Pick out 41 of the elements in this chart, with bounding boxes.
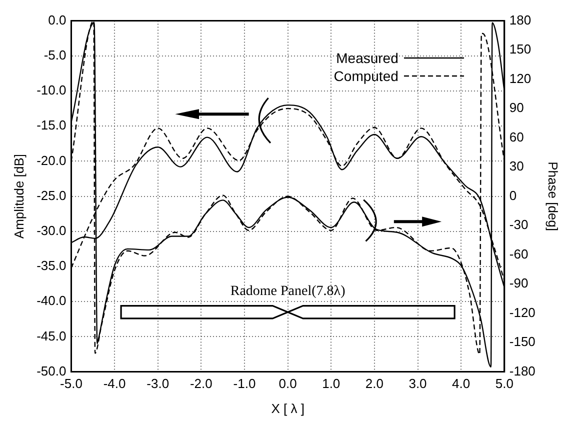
x-tick-label: 4.0	[452, 376, 470, 392]
y2-tick-label: 120	[509, 70, 532, 86]
x-tick-label: 1.0	[322, 376, 340, 392]
x-tick-label: -1.0	[233, 376, 256, 392]
legend-label: Computed	[334, 66, 398, 85]
y2-tick-label: 90	[509, 100, 524, 116]
y2-tick-label: 150	[509, 42, 532, 57]
y2-tick-label: -150	[509, 334, 536, 350]
x-tick-label: 0.0	[278, 376, 297, 392]
x-tick-label: -3.0	[146, 376, 170, 392]
x-tick-label: 3.0	[408, 376, 427, 392]
y2-tick-label: -120	[509, 304, 536, 320]
y-tick-label: 0.0	[48, 12, 66, 28]
y-axis-title: Amplitude [dB]	[11, 154, 26, 239]
x-tick-label: 5.0	[495, 376, 514, 392]
y2-axis-title: Phase [deg]	[546, 162, 561, 231]
y2-tick-label: -90	[509, 276, 528, 291]
y-tick-label: -5.0	[44, 47, 66, 62]
y2-tick-label: 60	[509, 129, 524, 144]
y2-tick-label: -60	[509, 246, 528, 262]
y-tick-label: -40.0	[36, 293, 66, 308]
y2-tick-label: 0	[509, 188, 517, 203]
x-tick-label: -5.0	[60, 376, 82, 392]
y-tick-label: -30.0	[36, 222, 66, 238]
y2-tick-label: 30	[509, 158, 524, 174]
legend-label: Measured	[336, 48, 398, 67]
y2-tick-label: 180	[509, 12, 532, 28]
y-tick-label: -35.0	[36, 258, 66, 274]
y-tick-label: -20.0	[36, 152, 66, 168]
y-tick-label: -15.0	[36, 118, 66, 133]
x-tick-label: -4.0	[103, 376, 126, 392]
y2-tick-label: -30	[509, 217, 528, 232]
y-tick-label: -45.0	[36, 328, 66, 344]
x-axis-title: X [ λ ]	[271, 400, 304, 416]
annotation: Radome Panel(7.8λ)	[229, 284, 346, 300]
y-tick-label: -25.0	[36, 188, 66, 203]
x-tick-label: 2.0	[365, 376, 384, 392]
x-tick-label: -2.0	[190, 376, 212, 392]
y-tick-label: -50.0	[36, 363, 66, 378]
y2-tick-label: -180	[509, 363, 536, 378]
y-tick-label: -10.0	[36, 82, 66, 98]
